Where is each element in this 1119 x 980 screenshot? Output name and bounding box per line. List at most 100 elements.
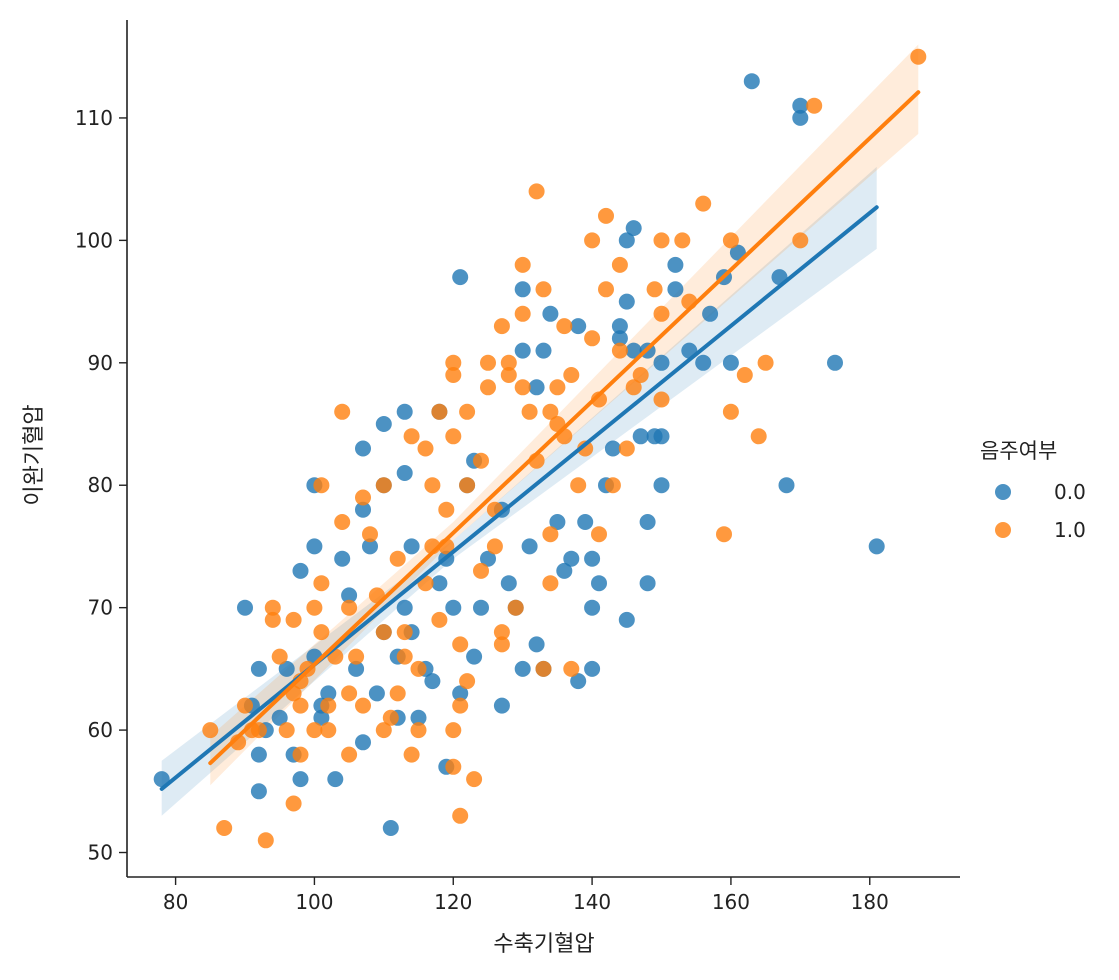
y-tick-label: 100 [75,228,113,252]
y-tick-label: 80 [88,473,113,497]
series-1-point [355,697,371,714]
series-0-point [313,709,330,726]
series-0-point [618,232,635,249]
series-1-point [598,281,614,298]
series-1-point [292,697,309,714]
series-1-regression-line [208,90,921,766]
series-0-point [355,734,371,751]
series-0-point [792,109,809,126]
series-0-point [250,746,267,763]
series-1-point [514,256,531,273]
series-1-point [452,697,469,714]
series-0-point [625,220,642,237]
series-0-point [729,244,746,261]
series-0-point [396,465,413,481]
series-0-point [355,501,371,518]
series-0-point [778,477,795,494]
series-1-point [653,232,670,249]
series-0-point [514,281,531,298]
series-0-point [722,354,739,371]
series-1-point [618,440,635,457]
series-0-point [792,97,809,114]
series-1-point [653,391,670,408]
series-1-point [591,391,607,408]
series-1-point [375,624,392,641]
series-1-point [341,746,358,763]
series-0-point [584,660,601,677]
series-1-point [542,403,559,420]
series-1-point [500,367,517,383]
series-0-point [570,318,587,335]
series-1-point [396,648,413,665]
series-1-point [750,428,767,445]
series-1-point [313,575,330,592]
series-1-point [292,746,309,763]
series-0-point [445,599,462,616]
series-1-point [459,477,476,494]
series-1-point [486,538,503,555]
series-1-point [445,428,462,445]
series-1-point [570,477,587,494]
series-1-point [473,452,489,469]
series-0-point [410,709,427,726]
series-0-point [528,636,545,653]
series-1-point [313,624,330,641]
series-1-point [410,722,427,739]
series-0-point [452,269,469,286]
series-0-point [500,575,517,592]
series-0-point [528,379,545,396]
series-1-point [445,367,462,383]
series-0-point [368,685,385,702]
series-1-point [424,477,441,494]
series-0-point [341,587,358,604]
series-0-point [403,538,420,555]
series-1-point [598,207,614,224]
series-0-point [375,416,392,432]
series-0-point [250,660,267,677]
y-tick-label: 50 [88,841,113,865]
y-tick-label: 110 [75,106,113,130]
series-1-point [535,660,552,677]
series-0-point [306,538,323,555]
x-tick-label: 80 [163,890,188,914]
series-1-point [459,403,476,420]
series-0-point [348,660,365,677]
series-1-point [674,232,691,249]
series-1-point [466,771,483,788]
series-1-point [341,685,358,702]
series-0-point [535,342,552,359]
series-1-point [362,526,378,543]
series-1-point [348,648,365,665]
series-1-point [736,367,753,383]
series-0-point [639,575,656,592]
series-1-point [584,232,601,249]
series-1-point [806,97,823,114]
series-1-point [584,330,601,347]
series-0-point [271,709,288,726]
series-1-point [514,379,531,396]
series-0-point [667,256,684,273]
series-0-point [667,281,684,298]
scatter-points [153,48,927,849]
series-0-point [695,354,712,371]
series-0-point [827,354,843,371]
series-0-point [556,562,573,579]
series-1-point [493,636,510,653]
series-1-point [542,575,559,592]
series-1-point [722,403,739,420]
series-0-point [521,538,538,555]
series-1-point [459,673,476,690]
axes [126,20,960,878]
series-1-ci-band [210,44,919,786]
series-0-point [653,477,670,494]
series-0-point [591,575,607,592]
series-0-point [702,305,719,322]
series-1-point [313,477,330,494]
series-1-point [757,354,774,371]
series-1-point [285,611,302,628]
series-1-point [403,428,420,445]
series-1-point [653,305,670,322]
series-0-point [362,538,378,555]
series-0-point [618,611,635,628]
series-1-point [695,195,712,212]
